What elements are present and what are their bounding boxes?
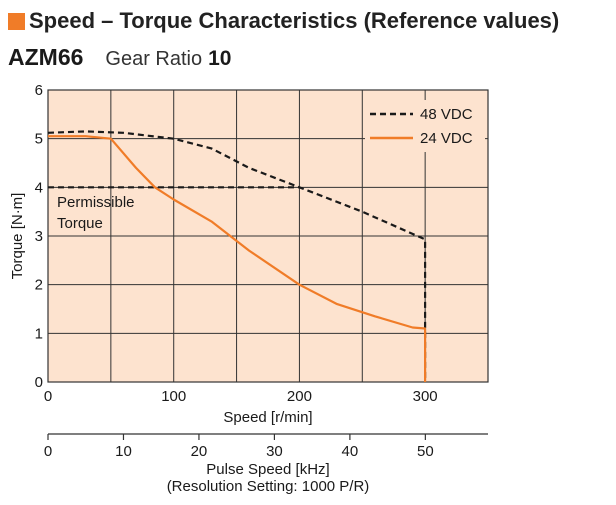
y-tick-label-4: 4 (35, 179, 43, 196)
x-tick-label-300: 300 (413, 388, 438, 405)
x-tick-label-0: 0 (44, 388, 52, 405)
x-axis-label: Speed [r/min] (223, 409, 312, 426)
y-tick-label-2: 2 (35, 277, 43, 294)
series-line-48vdc (47, 130, 427, 382)
legend-label-48vdc: 48 VDC (420, 106, 473, 123)
y-tick-label-1: 1 (35, 325, 43, 342)
secondary-tick-label-40: 40 (342, 443, 359, 460)
plot-frame (47, 89, 489, 383)
title-marker-square (8, 12, 25, 30)
permissible-torque-label: Permissible (57, 194, 135, 211)
chart-header: Speed – Torque Characteristics (Referenc… (8, 6, 559, 36)
series-line-24vdc (48, 135, 427, 382)
x-tick-label-100: 100 (161, 388, 186, 405)
gear-ratio-value: 10 (208, 47, 232, 70)
y-tick-label-6: 6 (35, 82, 43, 99)
secondary-tick-label-50: 50 (417, 443, 434, 460)
secondary-axis-note: (Resolution Setting: 1000 P/R) (167, 478, 370, 495)
legend-box (365, 100, 485, 152)
y-tick-label-3: 3 (35, 228, 43, 245)
secondary-tick-label-30: 30 (266, 443, 283, 460)
x-tick-label-200: 200 (287, 388, 312, 405)
legend-label-24vdc: 24 VDC (420, 130, 473, 147)
y-tick-label-5: 5 (35, 131, 43, 148)
secondary-tick-label-10: 10 (115, 443, 132, 460)
chart-subheader: AZM66 Gear Ratio 10 (8, 44, 231, 71)
y-axis-label: Torque [N·m] (9, 193, 26, 280)
secondary-axis-label: Pulse Speed [kHz] (206, 461, 329, 478)
model-name: AZM66 (8, 44, 84, 70)
y-tick-label-0: 0 (35, 374, 43, 391)
secondary-tick-label-0: 0 (44, 443, 52, 460)
chart-title: Speed – Torque Characteristics (Referenc… (29, 8, 560, 33)
gear-ratio-label: Gear Ratio (105, 48, 203, 70)
permissible-torque-label-line2: Torque (57, 215, 103, 232)
secondary-tick-label-20: 20 (191, 443, 208, 460)
